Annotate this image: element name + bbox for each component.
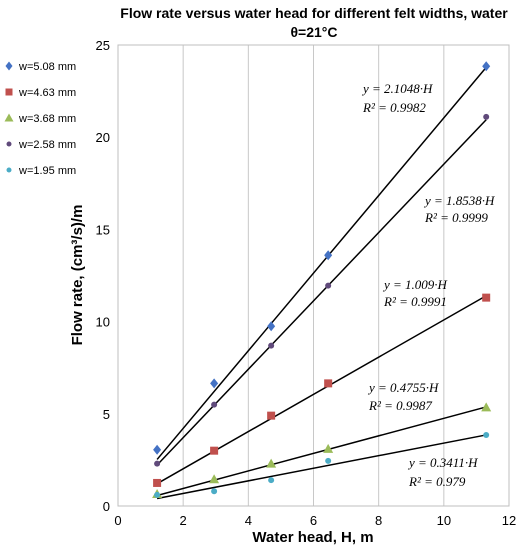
x-tick-label: 6: [310, 513, 317, 528]
data-point-s4-2: [211, 401, 218, 408]
fit-r2-w195: R² = 0.979: [408, 474, 466, 489]
data-point-s3-4: [323, 443, 334, 453]
data-point-s2-2: [210, 446, 219, 455]
data-point-s5-1: [154, 491, 161, 498]
data-point-s2-3: [267, 411, 276, 420]
y-tick-label: 10: [96, 315, 110, 330]
y-tick-label: 25: [96, 38, 110, 53]
legend-marker-1: [5, 61, 13, 71]
data-point-s4-1: [154, 460, 161, 467]
trendline-4: [156, 119, 487, 466]
data-point-s2-5: [482, 293, 491, 302]
chart-title-line2: θ=21°C: [290, 24, 337, 40]
legend-label-3: w=3.68 mm: [18, 113, 76, 125]
fit-equation-w195: y = 0.3411·H: [407, 455, 478, 470]
fit-r2-w258: R² = 0.9999: [424, 210, 488, 225]
legend-label-2: w=4.63 mm: [18, 87, 76, 99]
data-point-s5-4: [325, 457, 332, 464]
data-point-s1-2: [210, 378, 219, 389]
data-point-s1-1: [153, 444, 162, 455]
fit-equation-w258: y = 1.8538·H: [423, 193, 495, 208]
y-tick-label: 0: [103, 499, 110, 514]
data-point-s3-5: [481, 402, 492, 412]
chart-title-line1: Flow rate versus water head for differen…: [120, 5, 508, 21]
y-tick-label: 15: [96, 222, 110, 237]
y-tick-labels: 0 5 10 15 20 25: [96, 38, 110, 514]
trendline-1: [156, 66, 487, 460]
data-point-s1-4: [324, 250, 333, 261]
data-point-s3-2: [209, 474, 220, 484]
data-point-s2-4: [324, 379, 333, 388]
fit-r2-w368: R² = 0.9987: [368, 398, 432, 413]
data-point-s1-5: [482, 61, 491, 72]
x-tick-label: 10: [437, 513, 451, 528]
trendline-5: [156, 434, 487, 500]
plot-area-border: [117, 44, 510, 507]
legend-marker-2: [5, 88, 13, 96]
fit-r2-w463: R² = 0.9991: [383, 294, 447, 309]
legend-marker-5: [6, 167, 12, 173]
x-tick-label: 0: [114, 513, 121, 528]
fit-r2-w508: R² = 0.9982: [362, 100, 426, 115]
legend-label-5: w=1.95 mm: [18, 165, 76, 177]
x-tick-label: 2: [180, 513, 187, 528]
data-points: [152, 61, 492, 499]
data-point-s4-5: [483, 113, 490, 120]
x-tick-label: 4: [245, 513, 252, 528]
data-point-s5-2: [211, 488, 218, 495]
x-tick-label: 8: [375, 513, 382, 528]
y-axis-title: Flow rate, (cm³/s)/m: [69, 205, 86, 346]
data-point-s5-3: [268, 477, 275, 484]
fit-equation-w508: y = 2.1048·H: [361, 81, 433, 96]
x-axis-title: Water head, H, m: [252, 529, 373, 546]
legend-label-1: w=5.08 mm: [18, 61, 76, 73]
legend-marker-3: [4, 113, 14, 122]
data-point-s4-4: [325, 282, 332, 289]
legend-label-4: w=2.58 mm: [18, 139, 76, 151]
data-point-s3-3: [266, 458, 277, 468]
data-point-s1-3: [267, 321, 276, 332]
fit-equation-w463: y = 1.009·H: [382, 277, 448, 292]
data-point-s2-1: [153, 478, 162, 487]
data-point-s4-3: [268, 342, 275, 349]
fit-equation-w368: y = 0.4755·H: [367, 380, 439, 395]
data-point-s5-5: [483, 432, 490, 439]
x-tick-labels: 0 2 4 6 8 10 12: [114, 513, 516, 528]
y-tick-label: 5: [103, 407, 110, 422]
legend: w=5.08 mm w=4.63 mm w=3.68 mm w=2.58 mm w=1.…: [4, 61, 76, 177]
x-tick-label: 12: [502, 513, 516, 528]
y-tick-label: 20: [96, 130, 110, 145]
legend-marker-4: [6, 141, 12, 147]
